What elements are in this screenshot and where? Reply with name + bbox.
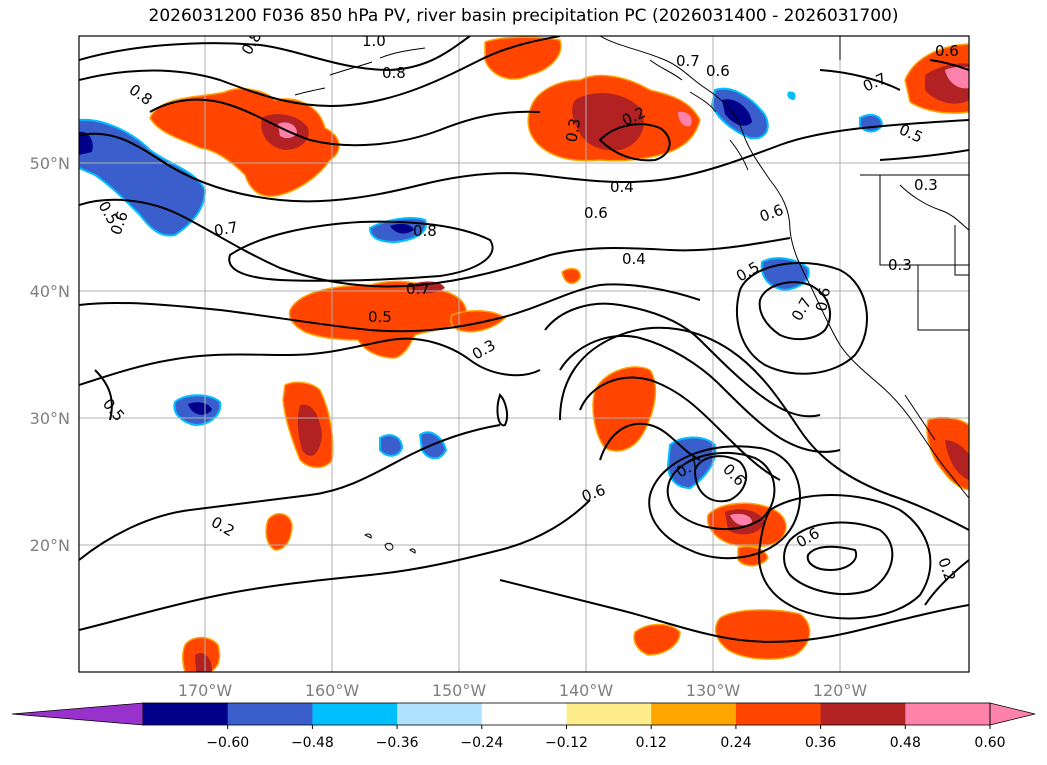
lon-label-140w: 140°W bbox=[559, 681, 614, 700]
contour-label: 0.6 bbox=[935, 42, 959, 60]
colorbar-extend-low bbox=[11, 702, 144, 726]
lon-label-170w: 170°W bbox=[178, 681, 233, 700]
lat-label-50n: 50°N bbox=[30, 154, 70, 173]
colorbar-tick-label: −0.36 bbox=[376, 735, 419, 751]
contour-label: 0.5 bbox=[368, 308, 392, 326]
contour-label: 0.6 bbox=[584, 204, 608, 222]
contour-label: 0.8 bbox=[382, 64, 406, 82]
lat-label-40n: 40°N bbox=[30, 282, 70, 301]
lon-label-150w: 150°W bbox=[432, 681, 487, 700]
latitude-labels: 50°N 40°N 30°N 20°N bbox=[30, 154, 70, 555]
contour-label: 0.3 bbox=[562, 117, 584, 144]
colorbar-segment bbox=[481, 703, 567, 725]
colorbar-segment bbox=[651, 703, 737, 725]
map-title: 2026031200 F036 850 hPa PV, river basin … bbox=[148, 6, 899, 26]
contour-label: 0.6 bbox=[706, 62, 730, 80]
colorbar-tick-label: −0.60 bbox=[206, 735, 249, 751]
lat-label-30n: 30°N bbox=[30, 409, 70, 428]
graticule bbox=[79, 36, 969, 672]
colorbar-tick-label: −0.24 bbox=[460, 735, 503, 751]
contour-label: 0.6 bbox=[812, 286, 834, 313]
colorbar-segment bbox=[143, 703, 229, 725]
contour-label: 0.7 bbox=[406, 280, 430, 298]
colorbar-tick-label: 0.48 bbox=[890, 735, 921, 751]
colorbar-tick-label: −0.12 bbox=[545, 735, 588, 751]
lat-label-20n: 20°N bbox=[30, 536, 70, 555]
colorbar-tick-label: 0.12 bbox=[636, 735, 667, 751]
pv-contours bbox=[79, 36, 969, 643]
precip-shading bbox=[79, 36, 969, 672]
contour-label: 0.3 bbox=[888, 256, 912, 274]
contour-label: 0.7 bbox=[213, 218, 240, 240]
longitude-labels: 170°W 160°W 150°W 140°W 130°W 120°W bbox=[178, 681, 868, 700]
colorbar-tick-label: −0.48 bbox=[291, 735, 334, 751]
colorbar-segment bbox=[566, 703, 652, 725]
colorbar-extend-high bbox=[989, 702, 1036, 726]
contour-label: 1.0 bbox=[362, 32, 386, 50]
colorbar-tick-label: 0.36 bbox=[805, 735, 836, 751]
colorbar-tick-label: 0.24 bbox=[720, 735, 751, 751]
contour-label: 0.3 bbox=[914, 176, 938, 194]
contour-label: 0.4 bbox=[622, 250, 646, 268]
contour-label: 0.7 bbox=[676, 52, 700, 70]
contour-label: 0.8 bbox=[413, 222, 437, 240]
colorbar-tick-label: 0.60 bbox=[974, 735, 1005, 751]
colorbar-segment bbox=[735, 703, 822, 725]
colorbar: −0.60 −0.48 −0.36 −0.24 −0.12 0.12 0.24 0.36 0.4… bbox=[11, 702, 1036, 751]
lon-label-160w: 160°W bbox=[305, 681, 360, 700]
colorbar-segment bbox=[905, 703, 991, 725]
colorbar-segment bbox=[312, 703, 398, 725]
colorbar-segment bbox=[227, 703, 313, 725]
contour-label: 0.4 bbox=[610, 178, 634, 196]
colorbar-segment bbox=[397, 703, 483, 725]
lon-label-120w: 120°W bbox=[813, 681, 868, 700]
lon-label-130w: 130°W bbox=[686, 681, 741, 700]
map-frame bbox=[78, 35, 970, 673]
colorbar-segment bbox=[820, 703, 906, 725]
coastlines bbox=[294, 36, 969, 554]
